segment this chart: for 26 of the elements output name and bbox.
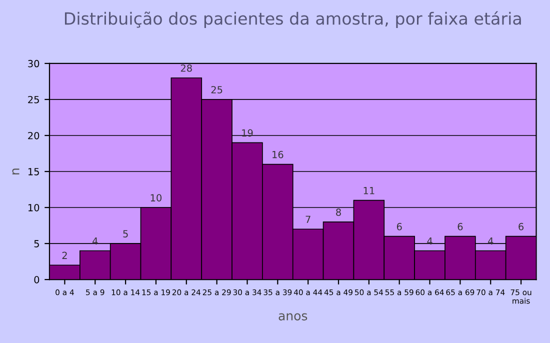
y-tick-label: 20 bbox=[28, 132, 40, 140]
data-label: 6 bbox=[518, 222, 524, 230]
y-axis-title: n bbox=[12, 168, 20, 174]
data-label: 25 bbox=[211, 86, 222, 94]
data-label: 4 bbox=[427, 237, 432, 245]
data-label: 16 bbox=[272, 150, 284, 158]
y-tick-label: 5 bbox=[34, 240, 39, 248]
x-axis-title: anos bbox=[278, 313, 308, 320]
y-tick-label: 30 bbox=[28, 60, 40, 68]
y-tick-label: 0 bbox=[34, 276, 40, 284]
data-label: 5 bbox=[123, 230, 128, 238]
y-tick-label: 15 bbox=[28, 168, 39, 176]
y-tick-label: 25 bbox=[28, 96, 39, 104]
y-tick-label: 10 bbox=[28, 204, 40, 212]
data-label: 11 bbox=[364, 187, 374, 194]
data-label: 4 bbox=[488, 237, 494, 245]
chart-title: Distribuição dos pacientes da amostra, por faixa etária bbox=[64, 11, 521, 28]
data-label: 4 bbox=[92, 237, 98, 245]
data-label: 19 bbox=[242, 129, 253, 137]
data-label: 28 bbox=[180, 64, 192, 72]
data-label: 8 bbox=[336, 208, 341, 216]
data-label: 6 bbox=[458, 222, 463, 230]
data-label: 7 bbox=[306, 216, 310, 223]
data-label: 6 bbox=[396, 222, 402, 230]
data-label: 2 bbox=[62, 252, 67, 259]
data-label: 10 bbox=[150, 194, 162, 202]
